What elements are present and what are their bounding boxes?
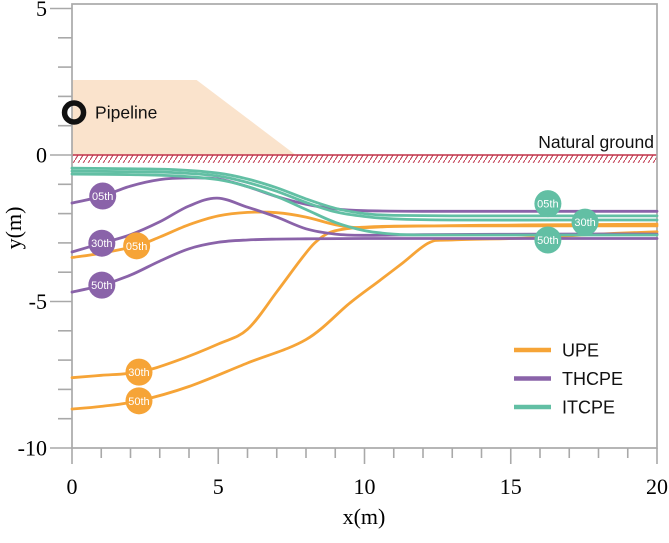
curve-itcpe-50th [70, 172, 659, 237]
pipeline-label: Pipeline [95, 103, 157, 123]
y-tick-label: 0 [36, 143, 47, 168]
embankment-fill [72, 79, 296, 155]
ground-shapes-layer [72, 79, 657, 163]
marker-percentile-label: 30th [128, 367, 149, 379]
percentile-markers-layer: 05th 30th 50th 05th 30th 50th 05th 30th 50th [88, 182, 599, 415]
y-tick-label: -5 [29, 289, 47, 314]
marker-circle [123, 232, 151, 260]
natural-ground-label: Natural ground [538, 132, 654, 152]
marker-upe-05th: 05th [123, 232, 151, 260]
curve-upe-30th [70, 224, 659, 380]
y-axis-label: y(m) [1, 207, 26, 250]
marker-circle [534, 190, 562, 218]
marker-thcpe-05th: 05th [89, 182, 117, 210]
x-tick-label: 0 [67, 474, 78, 499]
x-tick-label: 10 [354, 474, 376, 499]
legend-label-upe: UPE [562, 341, 599, 361]
marker-itcpe-05th: 05th [534, 190, 562, 218]
legend-label-itcpe: ITCPE [562, 398, 615, 418]
x-tick-label: 5 [213, 474, 224, 499]
legend: UPE THCPE ITCPE [514, 341, 623, 418]
y-tick-label: -10 [18, 436, 47, 461]
curve-thcpe-50th [70, 237, 659, 294]
marker-circle [534, 226, 562, 254]
marker-circle [89, 182, 117, 210]
x-tick-label: 15 [500, 474, 522, 499]
marker-percentile-label: 30th [574, 217, 595, 229]
x-axis-label: x(m) [343, 504, 386, 529]
marker-percentile-label: 05th [537, 199, 558, 211]
marker-thcpe-50th: 50th [88, 271, 116, 299]
curve-itcpe-05th [70, 166, 659, 218]
marker-itcpe-50th: 50th [534, 226, 562, 254]
marker-upe-30th: 30th [125, 358, 153, 386]
marker-circle [88, 271, 116, 299]
marker-percentile-label: 50th [128, 396, 149, 408]
legend-label-thcpe: THCPE [562, 369, 623, 389]
curve-thcpe-05th [70, 176, 659, 213]
marker-circle [571, 208, 599, 236]
marker-percentile-label: 30th [91, 238, 112, 250]
marker-circle [125, 358, 153, 386]
ground-hatch-band [72, 155, 657, 163]
marker-percentile-label: 05th [126, 241, 147, 253]
marker-circle [88, 229, 116, 257]
marker-itcpe-30th: 30th [571, 208, 599, 236]
marker-percentile-label: 50th [537, 235, 558, 247]
pipeline-ring-icon [61, 100, 87, 125]
curve-itcpe-30th [70, 169, 659, 222]
x-tick-label: 20 [646, 474, 668, 499]
y-tick-label: 5 [36, 0, 47, 21]
marker-circle [125, 387, 153, 415]
marker-upe-50th: 50th [125, 387, 153, 415]
marker-thcpe-30th: 30th [88, 229, 116, 257]
marker-percentile-label: 50th [91, 280, 112, 292]
marker-percentile-label: 05th [92, 191, 113, 203]
